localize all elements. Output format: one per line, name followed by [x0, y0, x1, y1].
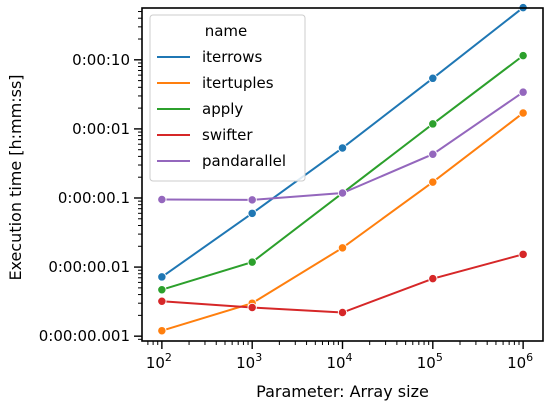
- axis-ticks: 0:00:00.001 0:00:00.01 0:00:00.1 0:00:01 0:0…: [39, 11, 533, 372]
- series-pandarallel: [157, 87, 528, 205]
- data-point-iterrows: [157, 272, 167, 282]
- legend-label-apply: apply: [202, 100, 243, 118]
- y-tick-label: 0:00:01: [72, 120, 130, 138]
- data-point-itertuples: [337, 243, 348, 253]
- y-tick-label: 0:00:00.1: [58, 189, 130, 207]
- data-point-itertuples: [518, 108, 528, 118]
- data-point-apply: [157, 285, 167, 295]
- series-layer: [157, 2, 528, 336]
- y-tick-label: 0:00:10: [72, 51, 130, 69]
- data-point-apply: [428, 119, 438, 129]
- legend-label-iterrows: iterrows: [202, 48, 262, 66]
- data-point-itertuples: [157, 326, 167, 336]
- data-point-iterrows: [247, 208, 257, 218]
- data-point-pandarallel: [428, 149, 438, 159]
- plot-frame: [141, 7, 544, 342]
- legend-label-pandarallel: pandarallel: [202, 152, 286, 170]
- legend: name iterrows itertuples apply swifter panda…: [149, 14, 306, 182]
- y-tick-label: 0:00:00.001: [39, 327, 130, 345]
- data-point-iterrows: [337, 143, 348, 153]
- legend-label-itertuples: itertuples: [202, 74, 274, 92]
- x-tick-label: 102: [146, 351, 172, 372]
- data-point-itertuples: [428, 177, 438, 187]
- data-point-pandarallel: [518, 87, 528, 97]
- legend-items: iterrows itertuples apply swifter pandaralle…: [157, 48, 286, 170]
- x-tick-label: 106: [507, 351, 533, 372]
- x-tick-label: 104: [326, 351, 352, 372]
- data-point-swifter: [337, 307, 348, 318]
- y-axis-label: Execution time [h:mm:ss]: [6, 74, 25, 280]
- y-tick-label: 0:00:00.01: [48, 258, 130, 276]
- series-iterrows: [157, 2, 528, 282]
- data-point-swifter: [247, 302, 257, 313]
- data-point-swifter: [428, 273, 438, 284]
- x-axis-label: Parameter: Array size: [256, 382, 429, 401]
- series-line-swifter: [161, 253, 524, 314]
- data-point-pandarallel: [337, 188, 348, 198]
- legend-label-swifter: swifter: [202, 126, 253, 144]
- legend-title: name: [205, 22, 248, 40]
- data-point-apply: [247, 257, 257, 267]
- data-point-pandarallel: [247, 195, 257, 205]
- data-point-apply: [518, 50, 528, 61]
- data-point-swifter: [518, 249, 528, 259]
- x-tick-label: 105: [417, 351, 443, 372]
- data-point-pandarallel: [157, 194, 167, 205]
- data-point-swifter: [157, 296, 167, 306]
- series-swifter: [157, 249, 528, 318]
- x-tick-label: 103: [236, 351, 262, 372]
- data-point-iterrows: [428, 73, 438, 83]
